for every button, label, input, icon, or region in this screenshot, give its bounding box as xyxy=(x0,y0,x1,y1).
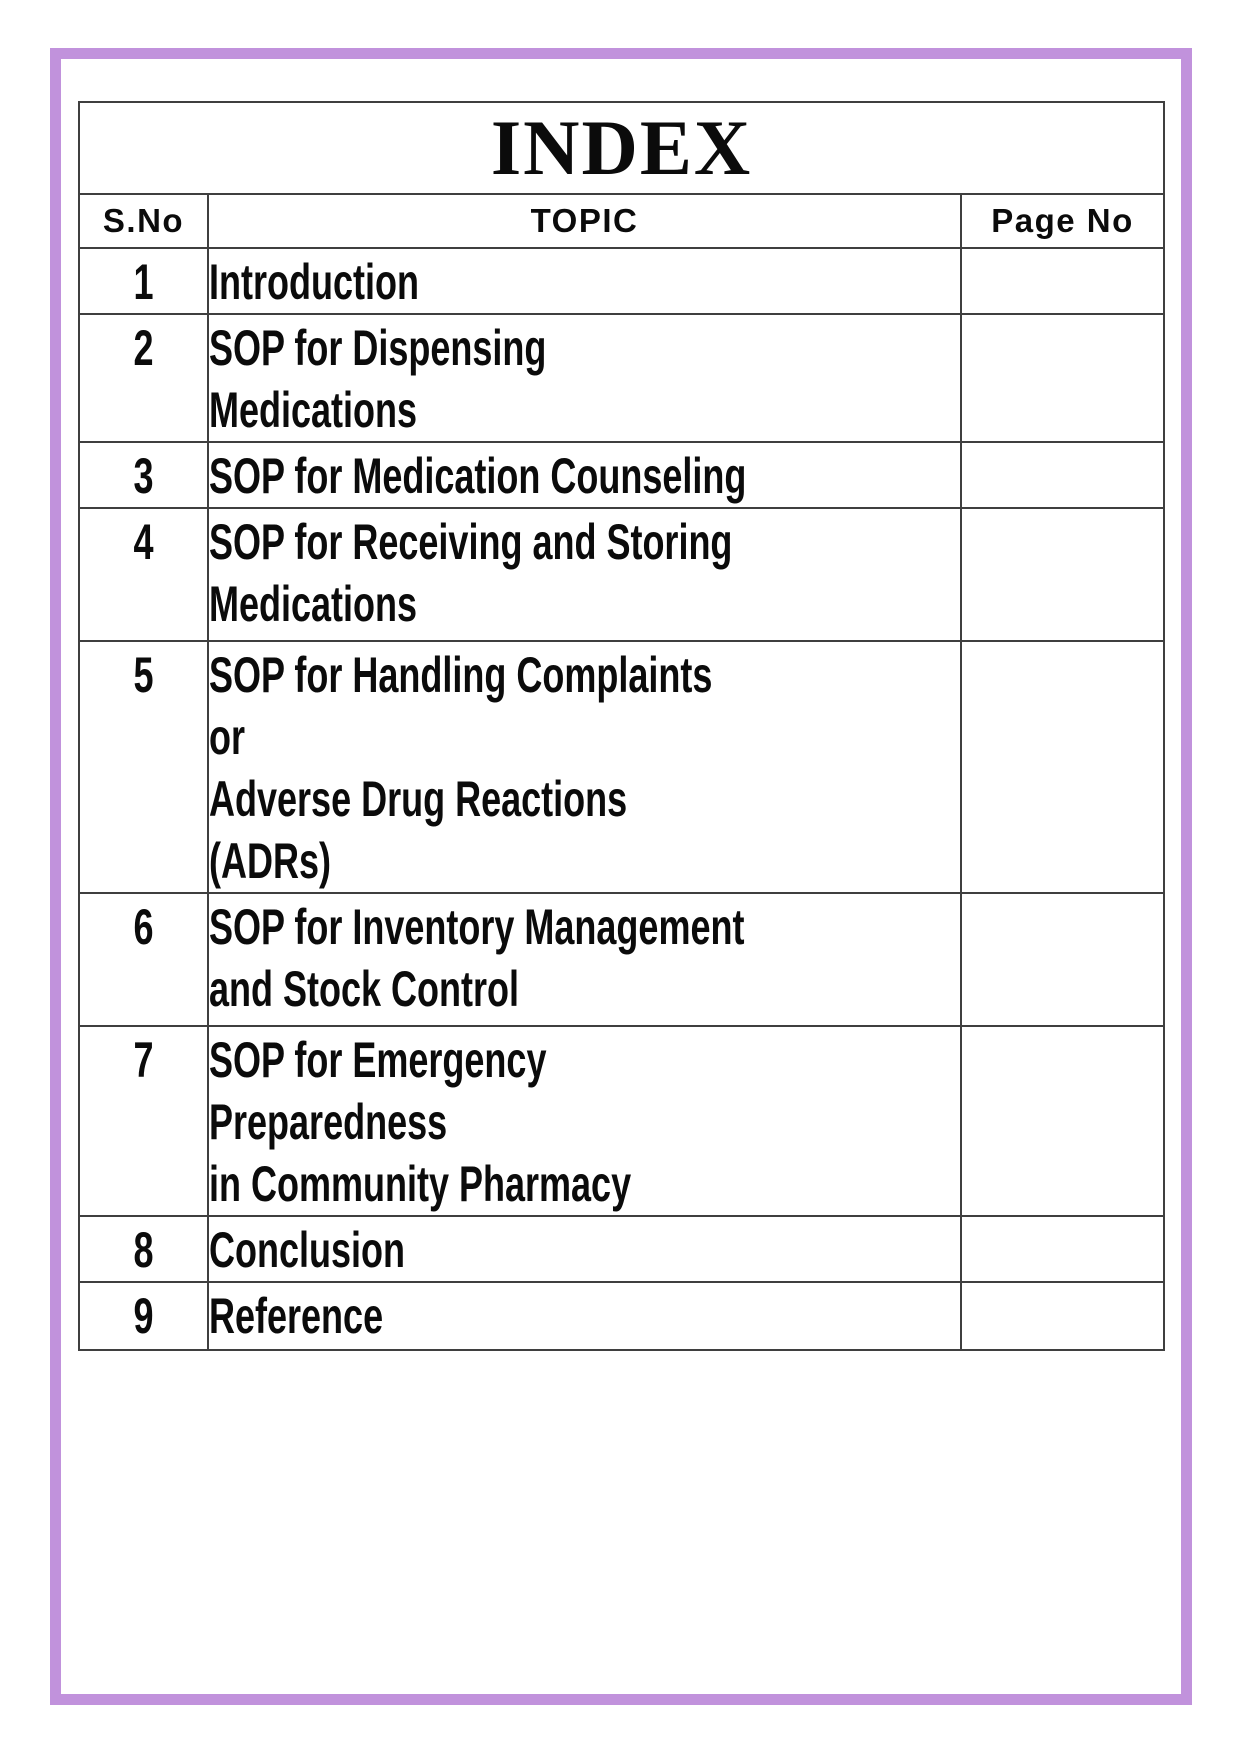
row-topic: SOP for Inventory Management and Stock C… xyxy=(209,899,745,1017)
row-topic: SOP for Emergency Preparedness in Commun… xyxy=(209,1032,632,1212)
table-row: 9 Reference xyxy=(78,1281,1166,1351)
row-topic: SOP for Handling Complaints or Adverse D… xyxy=(209,647,713,889)
topic-cell: Introduction xyxy=(207,247,962,315)
row-topic: Reference xyxy=(209,1288,384,1344)
row-number: 6 xyxy=(133,899,154,955)
page-cell xyxy=(959,247,1166,315)
page-cell xyxy=(959,313,1166,443)
topic-column-header: TOPIC xyxy=(207,193,962,249)
table-row: 1 Introduction xyxy=(78,247,1166,315)
index-table: INDEX S.No TOPIC Page No 1 Introduction … xyxy=(77,101,1166,1351)
page-cell xyxy=(959,507,1166,642)
table-row: 7 SOP for Emergency Preparedness in Comm… xyxy=(78,1025,1166,1217)
row-number: 5 xyxy=(133,647,154,703)
sno-cell: 7 xyxy=(78,1025,209,1217)
page-title: INDEX xyxy=(77,101,1166,195)
header-row: S.No TOPIC Page No xyxy=(78,193,1166,249)
row-number: 3 xyxy=(133,448,154,504)
topic-cell: SOP for Dispensing Medications xyxy=(207,313,962,443)
row-topic: Introduction xyxy=(209,254,419,310)
page-cell xyxy=(959,892,1166,1027)
topic-cell: Conclusion xyxy=(207,1215,962,1283)
row-number: 2 xyxy=(133,320,154,376)
page-border-frame xyxy=(50,48,1192,1705)
row-number: 7 xyxy=(133,1032,154,1088)
topic-cell: SOP for Medication Counseling xyxy=(207,441,962,509)
sno-cell: 6 xyxy=(78,892,209,1027)
page-cell xyxy=(959,640,1166,894)
page-cell xyxy=(959,1025,1166,1217)
row-topic: SOP for Medication Counseling xyxy=(209,448,747,504)
topic-cell: SOP for Inventory Management and Stock C… xyxy=(207,892,962,1027)
topic-cell: SOP for Handling Complaints or Adverse D… xyxy=(207,640,962,894)
page-cell xyxy=(959,441,1166,509)
row-number: 9 xyxy=(133,1288,154,1344)
sno-cell: 5 xyxy=(78,640,209,894)
row-topic: SOP for Receiving and Storing Medication… xyxy=(209,514,733,632)
table-row: 8 Conclusion xyxy=(78,1215,1166,1283)
table-row: 5 SOP for Handling Complaints or Adverse… xyxy=(78,640,1166,894)
row-topic: SOP for Dispensing Medications xyxy=(209,320,547,438)
sno-cell: 9 xyxy=(78,1281,209,1351)
topic-cell: Reference xyxy=(207,1281,962,1351)
table-row: 6 SOP for Inventory Management and Stock… xyxy=(78,892,1166,1027)
sno-cell: 8 xyxy=(78,1215,209,1283)
table-row: 4 SOP for Receiving and Storing Medicati… xyxy=(78,507,1166,642)
topic-cell: SOP for Receiving and Storing Medication… xyxy=(207,507,962,642)
row-number: 1 xyxy=(133,254,154,310)
table-row: 2 SOP for Dispensing Medications xyxy=(78,313,1166,443)
row-topic: Conclusion xyxy=(209,1222,405,1278)
sno-cell: 3 xyxy=(78,441,209,509)
sno-cell: 2 xyxy=(78,313,209,443)
row-number: 4 xyxy=(133,514,154,570)
table-row: 3 SOP for Medication Counseling xyxy=(78,441,1166,509)
title-row: INDEX xyxy=(77,101,1166,195)
sno-cell: 4 xyxy=(78,507,209,642)
topic-cell: SOP for Emergency Preparedness in Commun… xyxy=(207,1025,962,1217)
sno-cell: 1 xyxy=(78,247,209,315)
row-number: 8 xyxy=(133,1222,154,1278)
page-column-header: Page No xyxy=(959,193,1166,249)
sno-column-header: S.No xyxy=(78,193,209,249)
page-cell xyxy=(959,1281,1166,1351)
page-cell xyxy=(959,1215,1166,1283)
